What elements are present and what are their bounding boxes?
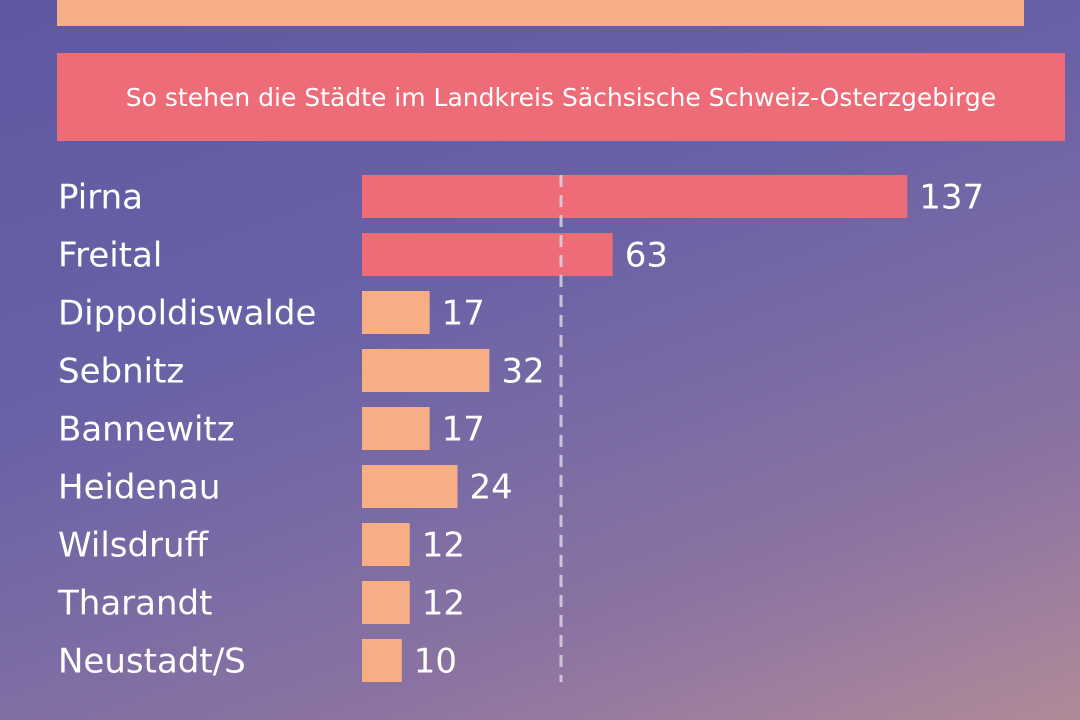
category-label: Pirna [58,178,143,218]
category-label: Heidenau [58,468,220,508]
bar [362,291,430,334]
top-banner-strip [57,0,1024,26]
value-label: 32 [501,352,544,392]
bar [362,639,402,682]
category-label: Wilsdruff [58,526,210,566]
bar [362,581,410,624]
value-label: 63 [625,236,668,276]
category-label: Sebnitz [58,352,184,392]
value-label: 17 [442,410,485,450]
bar [362,523,410,566]
category-label: Freital [58,236,162,276]
bar [362,465,458,508]
bar [362,175,908,218]
value-label: 24 [470,468,513,508]
chart-subtitle-banner: So stehen die Städte im Landkreis Sächsi… [57,53,1065,141]
category-label: Dippoldiswalde [58,294,316,334]
value-label: 12 [422,526,465,566]
category-label: Bannewitz [58,410,235,450]
category-label: Tharandt [57,584,212,624]
bar [362,407,430,450]
bar [362,233,613,276]
chart-subtitle: So stehen die Städte im Landkreis Sächsi… [125,82,997,112]
value-label: 137 [919,178,984,218]
value-label: 10 [414,642,457,682]
value-label: 17 [442,294,485,334]
bar [362,349,490,392]
category-label: Neustadt/S [58,642,246,682]
value-label: 12 [422,584,465,624]
